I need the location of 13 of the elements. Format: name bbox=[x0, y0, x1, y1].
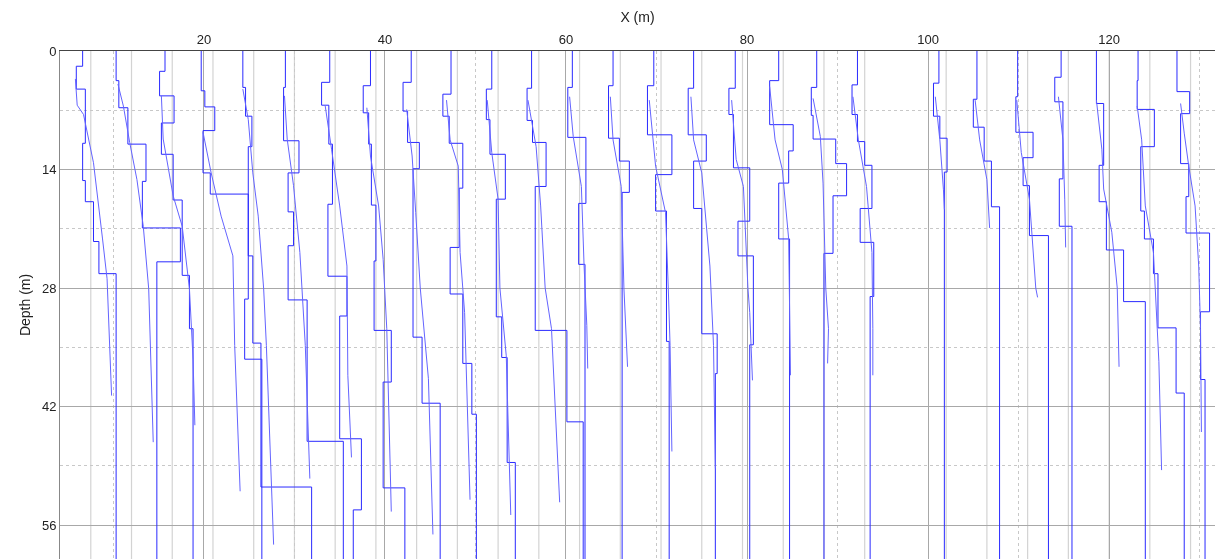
x-tick-label: 20 bbox=[196, 32, 212, 48]
x-axis-title: X (m) bbox=[620, 9, 655, 26]
y-tick-label: 28 bbox=[41, 280, 57, 296]
y-axis-title: Depth (m) bbox=[16, 273, 33, 337]
y-tick-label: 56 bbox=[41, 517, 57, 533]
y-tick-label: 14 bbox=[41, 162, 57, 178]
x-tick-label: 60 bbox=[558, 32, 574, 48]
x-tick-label: 40 bbox=[377, 32, 393, 48]
y-tick-label: 42 bbox=[41, 399, 57, 415]
y-tick-label: 0 bbox=[49, 43, 57, 59]
x-tick-label: 100 bbox=[917, 32, 939, 48]
x-tick-label: 120 bbox=[1098, 32, 1120, 48]
x-tick-label: 80 bbox=[739, 32, 755, 48]
